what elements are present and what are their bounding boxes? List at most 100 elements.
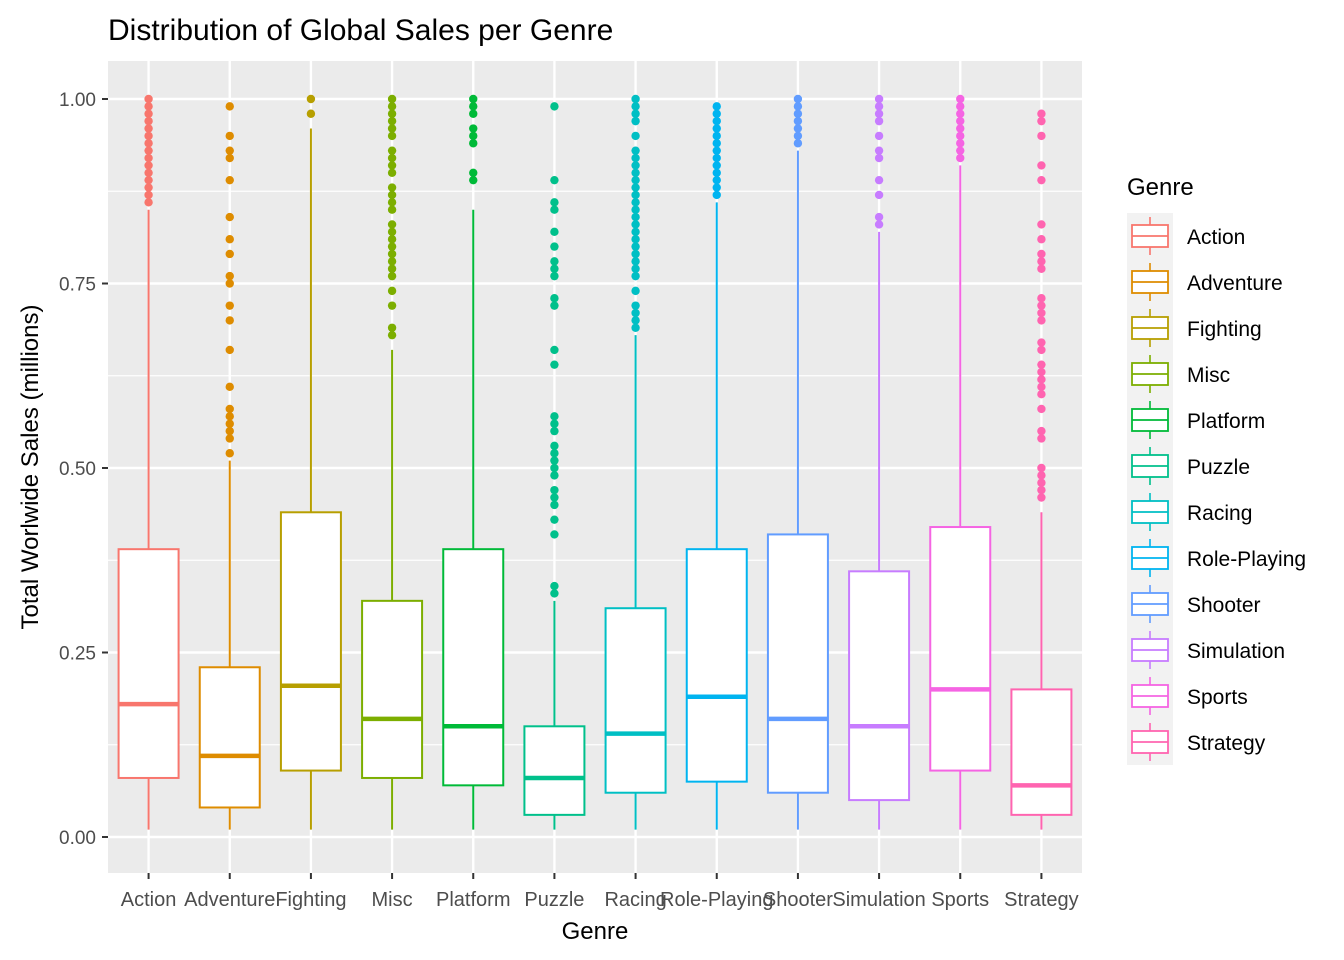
outlier-point [387,227,397,237]
legend-item-strategy: Strategy [1127,719,1266,765]
box-iqr [685,548,748,783]
outlier-point [144,161,153,170]
outlier-point [550,294,559,303]
outlier-point [1037,485,1046,495]
outlier-point [956,94,965,104]
box-strategy [1010,109,1073,830]
outlier-point [1037,390,1046,399]
outlier-point [712,102,721,111]
x-tick-label: Shooter [763,889,833,911]
box-action [117,94,180,830]
outlier-point [1037,434,1046,443]
outlier-point [712,161,721,170]
outlier-point [144,183,153,192]
outlier-point [225,131,234,141]
legend-item-fighting: Fighting [1127,305,1262,351]
outlier-point [631,264,640,273]
outlier-point [225,212,234,222]
box-role-playing [685,102,748,830]
legend-label: Role-Playing [1187,548,1306,571]
chart-title: Distribution of Global Sales per Genre [108,14,613,47]
outlier-point [793,94,803,104]
outlier-point [469,131,478,141]
outlier-point [631,198,640,207]
outlier-point [956,146,965,155]
outlier-point [631,205,640,214]
outlier-point [225,316,234,325]
outlier-point [712,131,721,141]
legend-label: Action [1187,226,1245,249]
x-tick-label: Sports [931,889,989,911]
outlier-point [956,116,965,126]
outlier-point [387,190,397,200]
box-iqr [361,599,424,779]
outlier-point [387,257,397,266]
outlier-point [793,109,803,118]
outlier-point [1037,301,1046,310]
outlier-point [550,419,559,428]
outlier-point [144,109,153,118]
outlier-point [387,153,397,163]
outlier-point [1037,249,1046,259]
box-iqr [929,526,992,772]
outlier-point [550,471,559,480]
outlier-point [225,235,234,244]
outlier-point [631,146,640,155]
outlier-point [956,139,965,148]
outlier-point [225,153,234,163]
box-iqr [442,548,505,787]
outlier-point [550,463,559,473]
outlier-point [225,382,234,392]
outlier-point [631,168,640,177]
outlier-point [387,109,397,118]
legend: Genre Action Adventure Fighting Misc Platfor… [1127,174,1306,765]
outlier-point [550,456,559,465]
outlier-point [874,94,884,104]
box-iqr [117,548,180,779]
outlier-point [550,485,559,495]
outlier-point [956,109,965,118]
outlier-point [387,235,397,244]
x-tick-label: Role-Playing [660,889,773,911]
outlier-point [225,301,234,310]
outlier-point [225,426,234,436]
x-tick-label: Racing [604,889,666,911]
outlier-point [631,153,640,163]
outlier-point [387,131,397,141]
legend-title: Genre [1127,174,1194,201]
y-tick-label: 0.25 [59,644,96,665]
legend-item-puzzle: Puzzle [1127,443,1250,489]
outlier-point [874,212,884,222]
outlier-point [712,124,721,133]
outlier-point [631,220,640,229]
outlier-point [874,146,884,155]
outlier-point [712,183,721,192]
outlier-point [550,360,559,369]
outlier-point [712,116,721,126]
outlier-point [956,124,965,133]
outlier-point [631,116,640,126]
outlier-point [550,426,559,436]
legend-label: Racing [1187,502,1252,525]
outlier-point [387,183,397,192]
outlier-point [550,412,559,421]
outlier-point [631,257,640,266]
outlier-point [712,146,721,155]
outlier-point [631,94,640,104]
outlier-point [956,153,965,163]
outlier-point [631,286,640,296]
x-tick-label: Strategy [1004,889,1078,911]
outlier-point [1037,161,1046,170]
outlier-point [387,146,397,155]
outlier-point [1037,235,1046,244]
outlier-point [225,249,234,259]
outlier-point [874,102,884,111]
outlier-point [387,249,397,259]
outlier-point [469,124,478,133]
outlier-point [1037,375,1046,384]
outlier-point [631,235,640,244]
box-series [117,94,1073,830]
outlier-point [550,515,559,524]
